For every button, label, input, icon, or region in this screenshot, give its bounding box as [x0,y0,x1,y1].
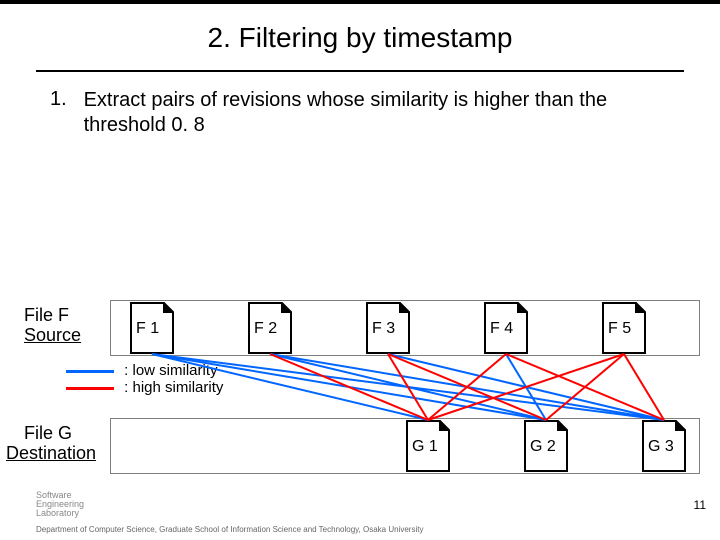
source-label-l1: File F [24,306,81,326]
dest-label: File G Destination [6,424,96,464]
dest-label-l1: File G [6,424,96,444]
file-label: G 3 [642,438,686,456]
slide-title: 2. Filtering by timestamp [0,22,720,54]
bullet-number: 1. [50,88,78,111]
legend: : low similarity : high similarity [66,362,223,396]
dest-row-box [110,418,700,474]
file-label: F 2 [248,320,292,338]
file-label: F 1 [130,320,174,338]
legend-low-text: : low similarity [124,362,217,379]
legend-high-text: : high similarity [124,379,223,396]
file-label: F 4 [484,320,528,338]
bullet-1: 1. Extract pairs of revisions whose simi… [50,88,680,138]
footer-text: Department of Computer Science, Graduate… [36,525,423,534]
file-label: F 5 [602,320,646,338]
page-number: 11 [694,498,706,512]
legend-high-line [66,387,114,390]
file-label: G 1 [406,438,450,456]
top-bar [0,0,720,4]
legend-low: : low similarity [66,362,223,379]
footer-logo: Software Engineering Laboratory [36,491,84,518]
legend-high: : high similarity [66,379,223,396]
dest-label-l2: Destination [6,444,96,464]
slide: { "title": "2. Filtering by timestamp", … [0,0,720,540]
source-label-l2: Source [24,326,81,346]
title-underline [36,70,684,72]
file-label: F 3 [366,320,410,338]
bullet-text: Extract pairs of revisions whose similar… [84,88,674,138]
source-label: File F Source [24,306,81,346]
legend-low-line [66,370,114,373]
file-label: G 2 [524,438,568,456]
